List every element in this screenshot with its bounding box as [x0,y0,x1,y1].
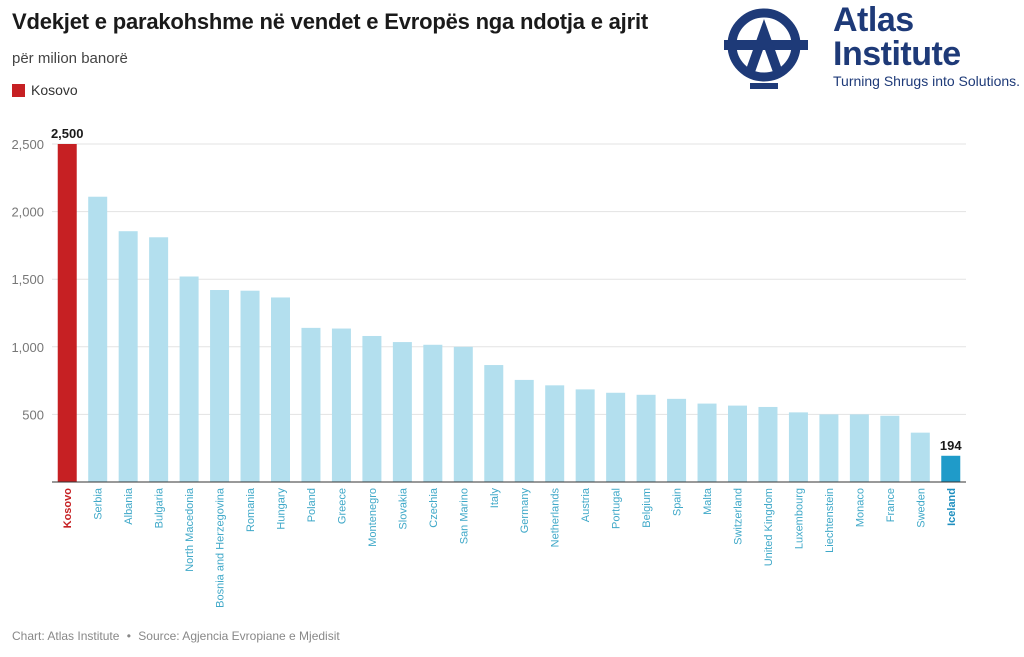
chart-subtitle: për milion banorë [12,50,128,67]
bar [545,385,565,482]
x-tick-label: Liechtenstein [824,488,836,553]
bar [240,290,260,482]
legend-label: Kosovo [31,82,78,98]
x-tick-label: United Kingdom [763,488,775,566]
y-tick-label: 500 [22,407,44,422]
bar [819,414,839,482]
x-tick-label: Netherlands [550,488,562,548]
bar-chart: 500 1,000 1,500 2,000 2,500 Kosovo Serbia Alban… [11,126,966,608]
x-tick-label: Luxembourg [793,488,805,549]
bar [758,406,778,482]
footer: Chart: Atlas Institute • Source: Agjenci… [12,629,344,643]
x-tick-label: Albania [123,487,135,525]
y-tick-label: 1,500 [11,272,44,287]
bar [636,394,656,482]
logo-name-line1: Atlas [833,1,914,39]
x-tick-label: Greece [336,488,348,524]
bar [667,398,687,482]
bar [118,231,138,482]
x-tick-label: Germany [519,488,531,534]
bar [179,276,199,482]
y-tick-label: 1,000 [11,340,44,355]
x-tick-label: Iceland [946,488,958,526]
x-tick-label: Bosnia and Herzegovina [215,487,227,608]
bar [788,412,808,482]
x-tick-label: France [885,488,897,522]
x-tick-label: San Marino [458,488,470,544]
legend: Kosovo [12,82,78,98]
bar [271,297,290,482]
bar [910,432,930,482]
bar [514,379,534,482]
x-tick-label: Serbia [93,487,105,520]
x-tick-label: Montenegro [367,488,379,547]
x-tick-label: Austria [580,487,592,522]
x-tick-label: Slovakia [397,487,409,529]
source-text: Source: Agjencia Evropiane e Mjedisit [138,629,340,643]
bar [606,392,626,482]
x-tick-label: Czechia [428,487,440,528]
bar [697,403,717,482]
bar [941,455,961,482]
x-tick-label: Romania [245,487,257,532]
x-tick-label: Italy [489,488,501,509]
chart-credit: Chart: Atlas Institute [12,629,120,643]
data-label: 194 [940,438,962,453]
bar [575,389,595,482]
bar [880,415,900,482]
atlas-institute-logo-icon [724,8,808,89]
bar [88,196,108,482]
logo-tagline: Turning Shrugs into Solutions. [833,73,1021,89]
bar [453,346,473,482]
bar [423,344,443,482]
x-tick-label: Spain [672,488,684,516]
x-tick-label: Hungary [276,488,288,530]
bar [331,328,351,482]
bar [484,365,504,482]
data-label: 2,500 [51,126,84,141]
x-tick-label: Poland [306,488,318,522]
y-tick-label: 2,500 [11,137,44,152]
legend-swatch [12,83,25,97]
bar [149,237,169,482]
x-tick-label: Malta [702,487,714,515]
y-tick-label: 2,000 [11,205,44,220]
bar [849,414,869,482]
x-tick-label: Monaco [854,488,866,527]
bar [301,327,321,482]
bar [362,335,382,482]
footer-separator: • [126,629,131,643]
x-tick-label: Sweden [915,488,927,528]
bar [57,144,77,482]
bar [728,405,747,482]
bar [210,290,230,482]
x-tick-label: Portugal [611,488,623,529]
x-tick-label: Belgium [641,488,653,528]
x-tick-label: Switzerland [733,488,745,545]
logo-name-line2: Institute [833,35,961,73]
chart-title: Vdekjet e parakohshme në vendet e Evropë… [12,9,648,34]
bar [392,342,412,482]
x-tick-label: Bulgaria [154,487,166,528]
x-tick-label: North Macedonia [184,487,196,572]
logo-text: Atlas Institute Turning Shrugs into Solu… [833,3,1020,89]
x-tick-label: Kosovo [62,488,74,529]
